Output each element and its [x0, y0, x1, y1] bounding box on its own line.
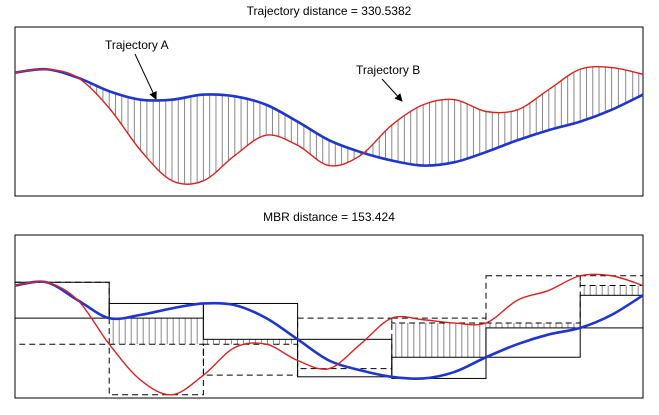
chart-title: Trajectory distance = 330.5382: [247, 4, 412, 18]
trajectory-line: [14, 280, 644, 381]
annotation-arrow: [381, 78, 403, 102]
mbr-box: [485, 275, 581, 324]
plots: [14, 66, 644, 396]
mbr-box: [202, 343, 299, 376]
annotation-arrow: [134, 53, 157, 100]
mbr-box: [579, 275, 644, 287]
mbr-box: [108, 343, 204, 396]
mbr-box: [14, 281, 110, 345]
mbr-box: [202, 302, 299, 340]
trajectory-line: [14, 67, 644, 167]
chart-title: MBR distance = 153.424: [263, 210, 395, 224]
trajectory-line: [14, 273, 644, 396]
annotation: Trajectory A: [105, 38, 169, 52]
panel-frame: [14, 26, 644, 197]
trajectory-line: [14, 66, 644, 185]
annotation: Trajectory B: [356, 63, 420, 77]
mbr-box: [485, 327, 581, 358]
mbr-box: [297, 317, 393, 370]
mbr-box: [391, 317, 487, 324]
